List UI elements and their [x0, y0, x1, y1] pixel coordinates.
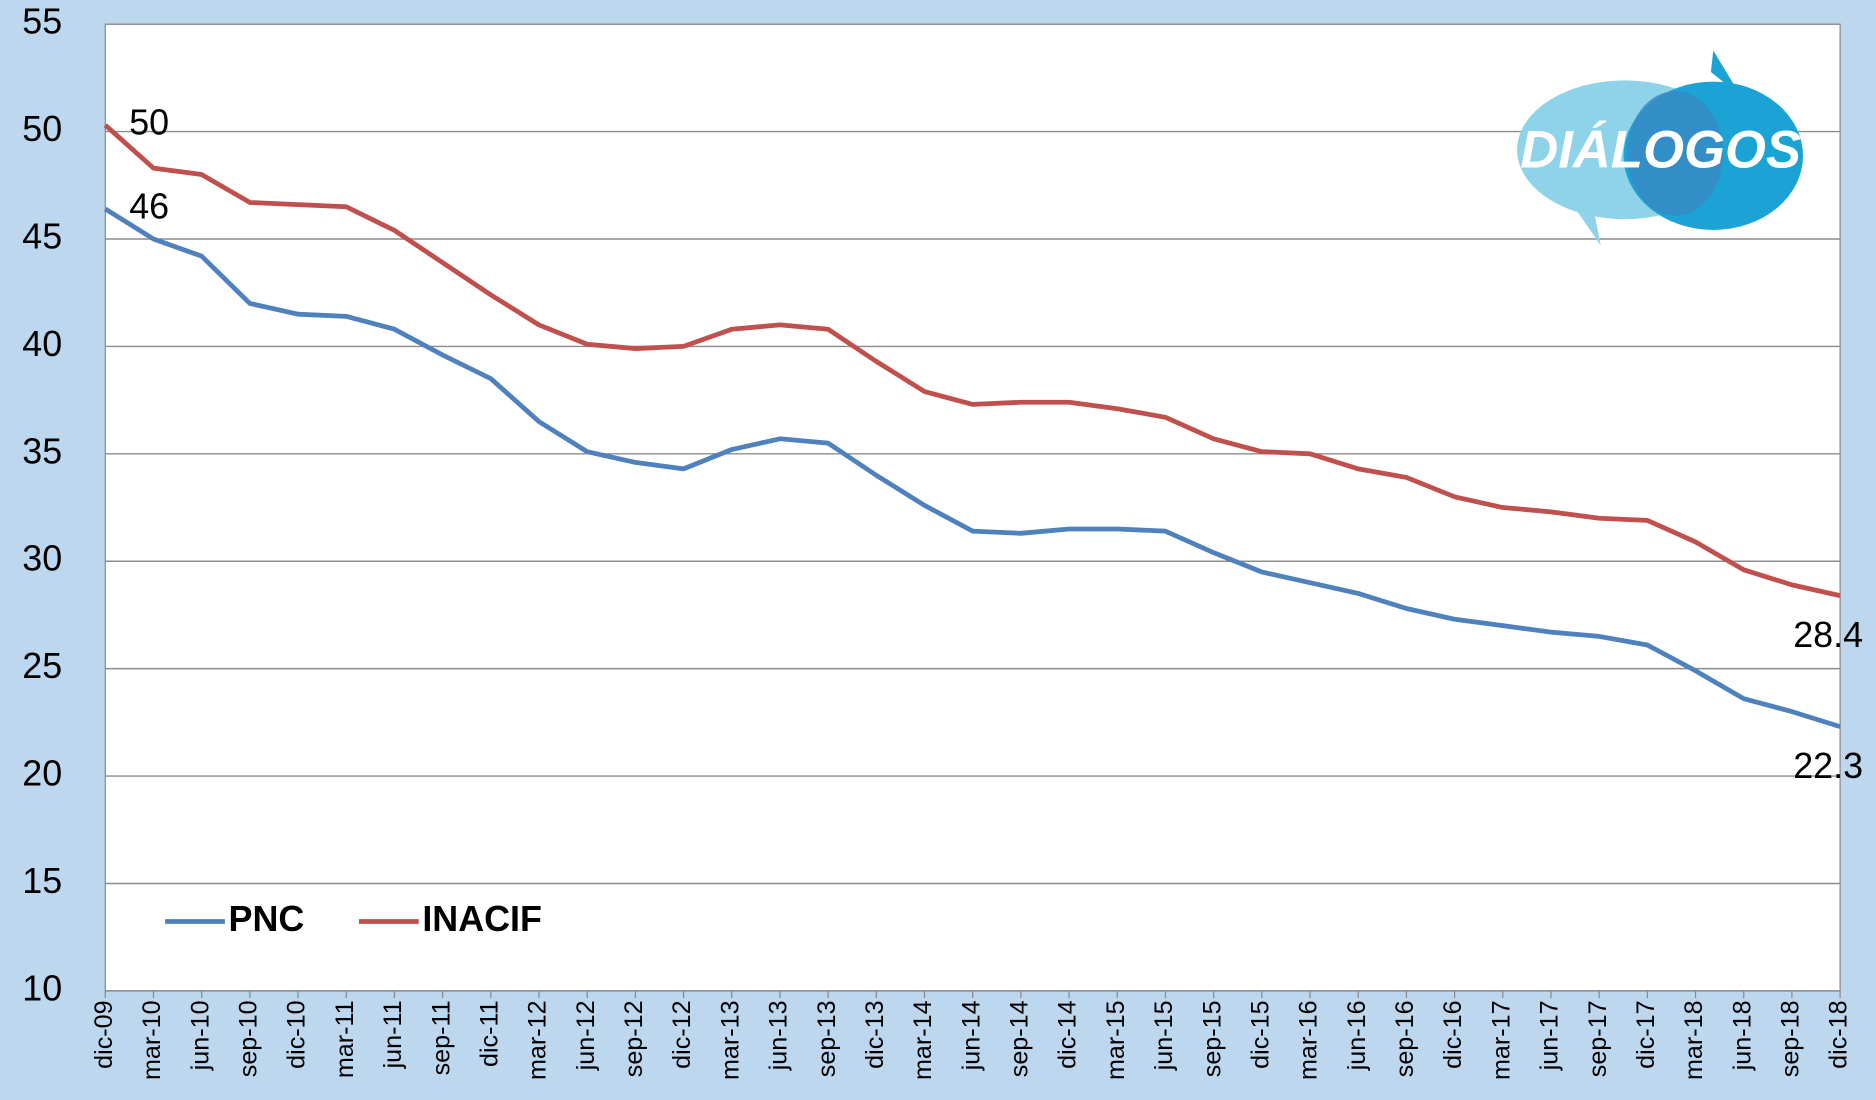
x-tick-label: jun-10 [186, 1000, 214, 1071]
x-tick-label: dic-14 [1054, 1000, 1082, 1068]
x-tick-label: jun-13 [765, 1000, 793, 1071]
x-tick-label: mar-18 [1680, 1000, 1708, 1080]
x-tick-label: sep-12 [620, 1000, 648, 1077]
legend-label: INACIF [422, 899, 542, 939]
x-tick-label: dic-13 [861, 1000, 889, 1068]
x-tick-label: mar-12 [524, 1000, 552, 1080]
x-tick-label: dic-16 [1439, 1000, 1467, 1068]
x-tick-label: dic-09 [90, 1000, 118, 1068]
x-tick-label: dic-18 [1825, 1000, 1853, 1068]
x-tick-label: mar-13 [716, 1000, 744, 1080]
x-tick-label: sep-17 [1584, 1000, 1612, 1077]
x-tick-label: dic-15 [1246, 1000, 1274, 1068]
x-tick-label: jun-16 [1343, 1000, 1371, 1071]
x-tick-label: dic-17 [1632, 1000, 1660, 1068]
x-tick-label: jun-11 [379, 1000, 407, 1069]
y-tick-label: 15 [22, 861, 62, 901]
data-label: 22.3 [1793, 746, 1863, 786]
line [103, 123, 1841, 598]
y-tick-label: 45 [22, 216, 62, 256]
data-label: 46 [129, 186, 169, 226]
y-tick-label: 50 [22, 109, 62, 149]
data-label: 50 [129, 103, 169, 143]
legend-label: PNC [229, 899, 305, 939]
x-tick-label: dic-10 [283, 1000, 311, 1068]
y-tick-label: 40 [22, 324, 62, 364]
x-tick-label: mar-10 [138, 1000, 166, 1080]
logo: DIÁLOGOS [1517, 50, 1804, 246]
x-tick-label: dic-12 [668, 1000, 696, 1068]
x-tick-label: mar-16 [1295, 1000, 1323, 1080]
x-tick-label: jun-18 [1728, 1000, 1756, 1071]
x-tick-label: sep-13 [813, 1000, 841, 1077]
data-label: 28.4 [1793, 615, 1863, 655]
y-tick-label: 20 [22, 754, 62, 794]
x-tick-label: mar-17 [1487, 1000, 1515, 1080]
x-tick-label: sep-10 [234, 1000, 262, 1077]
x-tick-label: jun-15 [1150, 1000, 1178, 1071]
x-tick-label: jun-14 [957, 1000, 985, 1071]
x-tick-label: sep-16 [1391, 1000, 1419, 1077]
x-tick-label: sep-14 [1006, 1000, 1034, 1077]
x-tick-label: mar-11 [331, 1000, 359, 1078]
x-tick-label: dic-11 [475, 1000, 503, 1067]
x-tick-label: jun-17 [1536, 1000, 1564, 1071]
logo-text: DIÁLOGOS [1520, 120, 1801, 179]
y-tick-label: 10 [22, 968, 62, 1008]
x-tick-label: sep-18 [1777, 1000, 1805, 1077]
y-tick-label: 25 [22, 646, 62, 686]
line [104, 206, 1841, 729]
x-tick-label: mar-15 [1102, 1000, 1130, 1080]
x-tick-label: mar-14 [909, 1000, 937, 1080]
x-tick-label: sep-15 [1198, 1000, 1226, 1077]
y-tick-label: 30 [22, 539, 62, 579]
y-tick-label: 55 [22, 2, 62, 42]
y-tick-label: 35 [22, 431, 62, 471]
x-tick-label: sep-11 [427, 1000, 455, 1075]
x-tick-label: jun-12 [572, 1000, 600, 1071]
